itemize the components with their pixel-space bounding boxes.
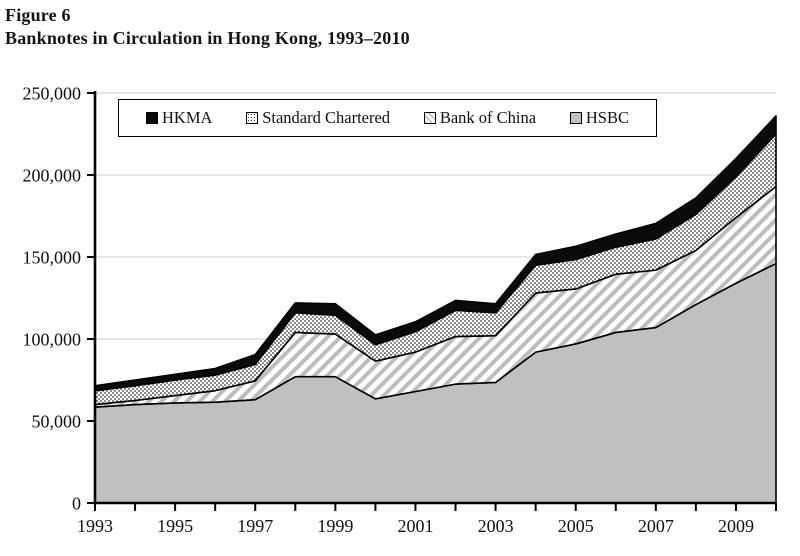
figure-label: Figure 6 bbox=[5, 5, 71, 25]
x-tick-label: 2009 bbox=[718, 516, 754, 536]
legend-item-hkma: HKMA bbox=[146, 108, 212, 128]
bank-of-china-swatch-icon bbox=[423, 112, 436, 124]
figure-titles: Figure 6 Banknotes in Circulation in Hon… bbox=[5, 4, 410, 50]
legend-label-hkma: HKMA bbox=[162, 108, 213, 127]
x-tick-label: 2007 bbox=[638, 516, 674, 536]
legend-label-hsbc: HSBC bbox=[585, 108, 629, 127]
x-tick-label: 1997 bbox=[237, 516, 273, 536]
hsbc-swatch-icon bbox=[569, 112, 582, 124]
legend-label-standard-chartered: Standard Chartered bbox=[262, 108, 391, 127]
legend-item-standard-chartered: Standard Chartered bbox=[246, 108, 390, 128]
legend-item-bank-of-china: Bank of China bbox=[423, 108, 537, 128]
x-tick-label: 2005 bbox=[558, 516, 594, 536]
chart-legend: HKMA Standard Chartered Bank of China HS… bbox=[118, 99, 657, 137]
y-tick-label: 150,000 bbox=[23, 248, 82, 268]
legend-label-bank-of-china: Bank of China bbox=[439, 108, 537, 127]
x-tick-label: 1993 bbox=[77, 516, 113, 536]
x-tick-label: 2003 bbox=[478, 516, 514, 536]
figure-title: Banknotes in Circulation in Hong Kong, 1… bbox=[5, 28, 410, 48]
y-tick-label: 50,000 bbox=[32, 412, 82, 432]
x-tick-label: 1999 bbox=[317, 516, 353, 536]
y-tick-label: 250,000 bbox=[23, 84, 82, 104]
y-tick-label: 200,000 bbox=[23, 166, 82, 186]
hkma-swatch-icon bbox=[146, 112, 158, 124]
x-tick-label: 1995 bbox=[157, 516, 193, 536]
x-tick-label: 2001 bbox=[397, 516, 433, 536]
y-tick-label: 100,000 bbox=[23, 330, 82, 350]
area-series-hkma bbox=[94, 115, 777, 392]
legend-item-hsbc: HSBC bbox=[569, 108, 629, 128]
standard-chartered-swatch-icon bbox=[246, 112, 259, 124]
y-tick-label: 0 bbox=[72, 494, 81, 514]
